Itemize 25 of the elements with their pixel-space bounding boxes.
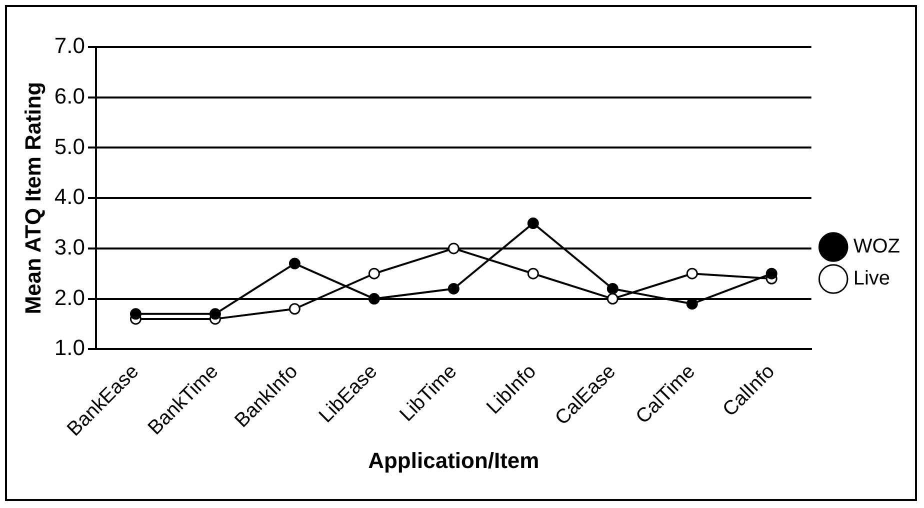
point bbox=[368, 268, 380, 280]
point bbox=[130, 308, 142, 320]
y-tick-label: 1.0 bbox=[54, 335, 85, 360]
y-axis-title: Mean ATQ Item Rating bbox=[20, 82, 46, 314]
point bbox=[288, 258, 300, 270]
point bbox=[527, 268, 539, 280]
y-tick-label: 4.0 bbox=[54, 184, 85, 210]
point bbox=[448, 282, 460, 294]
y-tick-label: 5.0 bbox=[54, 134, 85, 159]
point bbox=[686, 268, 698, 280]
point bbox=[606, 293, 618, 305]
point bbox=[288, 303, 300, 315]
point bbox=[766, 268, 778, 280]
point bbox=[209, 308, 221, 320]
y-tick-label: 2.0 bbox=[54, 284, 85, 310]
point bbox=[527, 218, 539, 230]
point bbox=[606, 282, 618, 294]
legend-label: WOZ bbox=[853, 236, 900, 258]
y-tick-label: 7.0 bbox=[54, 33, 85, 58]
point bbox=[368, 293, 380, 305]
point bbox=[448, 242, 460, 254]
x-axis-title: Application/Item bbox=[368, 448, 540, 473]
legend-label: Live bbox=[853, 268, 890, 290]
y-tick-label: 6.0 bbox=[54, 83, 85, 108]
y-tick-label: 3.0 bbox=[54, 234, 85, 260]
